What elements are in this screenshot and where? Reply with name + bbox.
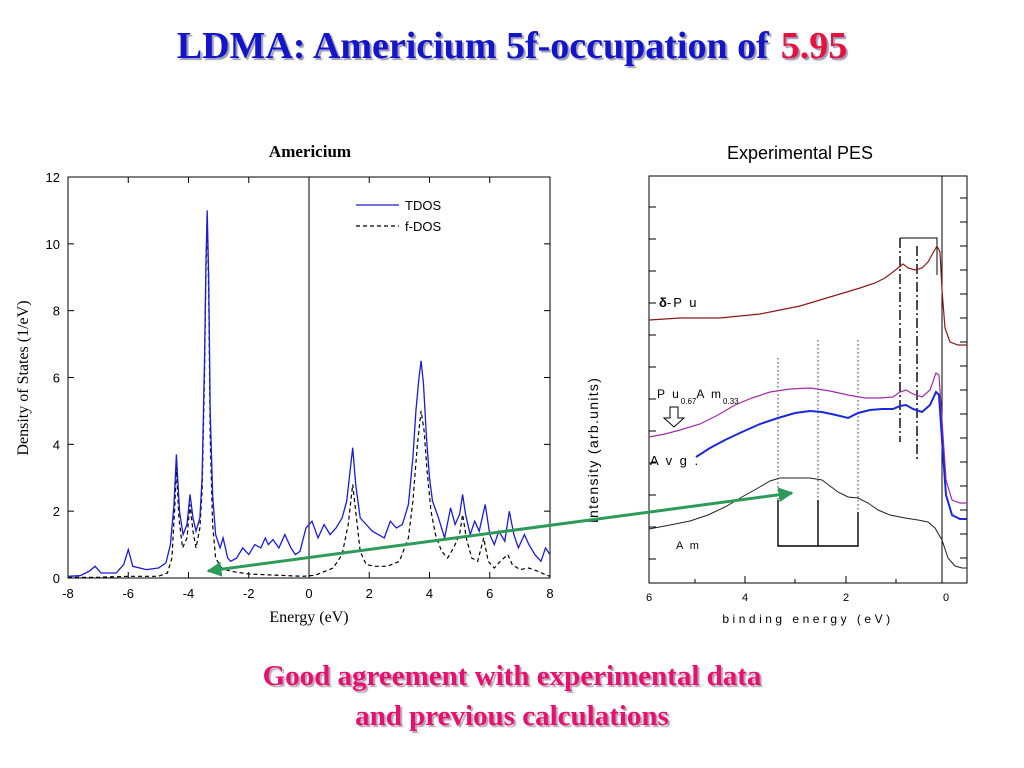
legend-label-tdos: TDOS [405, 198, 441, 213]
pes-guide-lines [777, 237, 938, 545]
dos-y-tick-label: 0 [53, 571, 60, 586]
pes-chart-title: Experimental PES [727, 143, 873, 163]
dos-y-tick-label: 12 [46, 170, 60, 185]
series-line-am [648, 477, 967, 569]
dos-y-tick-label: 8 [53, 304, 60, 319]
dos-y-tick-label: 10 [46, 237, 60, 252]
pes-x-tick-0: 0 [943, 592, 949, 604]
pes-x-tick-2: 2 [843, 592, 849, 604]
dos-y-tick-label: 6 [53, 371, 60, 386]
conclusion-line-1: Good agreement with experimental data [262, 660, 762, 692]
series-label-delta-pu: δ-P u [659, 295, 699, 310]
dos-x-tick-label: 4 [426, 586, 433, 601]
pes-chart: Experimental PES 6 4 [585, 143, 968, 626]
series-line-avg [695, 390, 967, 520]
pes-plot-frame [648, 175, 968, 584]
series-line-pu-am [648, 372, 967, 504]
slide-title-value: 5.95 [780, 25, 848, 67]
dos-x-tick-label: 6 [486, 586, 493, 601]
series-label-pu-am: P u0.67A m0.33 [657, 387, 739, 406]
pes-left-ticks [649, 206, 656, 560]
dos-y-axis-label: Density of States (1/eV) [15, 300, 32, 455]
pes-y-axis-label: Intensity (arb.units) [585, 377, 601, 523]
series-label-avg: A v g . [650, 453, 700, 468]
dos-x-tick-label: -8 [62, 586, 74, 601]
dos-x-tick-label: 8 [546, 586, 553, 601]
slide-title-text: LDMA: Americium 5f-occupation of [176, 25, 769, 67]
conclusion-line-2: and previous calculations [355, 700, 669, 732]
legend-label-f-dos: f-DOS [405, 219, 441, 234]
pes-am-bracket [777, 500, 859, 547]
dos-x-tick-label: -2 [243, 586, 255, 601]
dos-chart-title: Americium [269, 142, 351, 161]
pes-x-tick-labels: 6 4 2 0 [646, 592, 949, 604]
dos-legend: TDOS f-DOS [356, 198, 441, 234]
conclusion-text: Good agreement with experimental data an… [0, 656, 1024, 736]
dos-y-tick-label: 2 [53, 504, 60, 519]
dos-x-tick-label: 2 [366, 586, 373, 601]
dos-chart: Americium -8 -6 -4 -2 0 2 4 6 8 0 2 4 6 8 10 12 Energy … [15, 142, 554, 626]
dos-tick-labels: -8 -6 -4 -2 0 2 4 6 8 0 2 4 6 8 10 12 [46, 170, 554, 601]
pes-right-ticks [960, 197, 967, 559]
dos-y-tick-label: 4 [53, 437, 60, 452]
comparison-arrow [206, 487, 794, 577]
pes-x-tick-4: 4 [742, 592, 748, 604]
series-label-am: A m [676, 540, 701, 552]
slide-title: LDMA: Americium 5f-occupation of 5.95 [0, 24, 1024, 68]
arrow-down-icon [662, 406, 686, 428]
series-line-delta-pu [648, 244, 967, 346]
dos-x-tick-label: -6 [122, 586, 134, 601]
pes-x-tick-6: 6 [646, 592, 652, 604]
pes-bottom-ticks [694, 576, 897, 583]
dos-x-tick-label: -4 [183, 586, 195, 601]
dos-x-tick-label: 0 [305, 586, 312, 601]
series-line-f-dos [68, 220, 551, 578]
pes-x-axis-label: binding energy (eV) [722, 612, 893, 626]
dos-x-axis-label: Energy (eV) [269, 609, 348, 626]
